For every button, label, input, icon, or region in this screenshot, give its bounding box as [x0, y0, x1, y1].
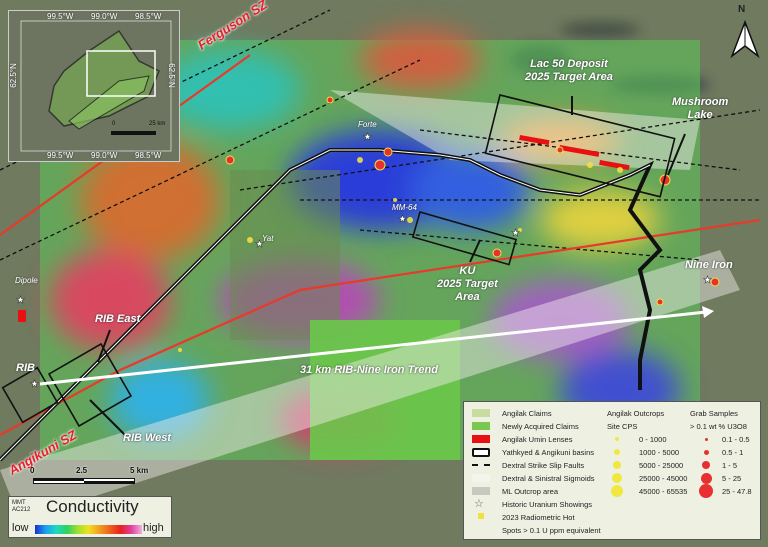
- legend-item-label: Angilak Claims: [502, 409, 552, 418]
- legend-item-label: Dextral Strike Slip Faults: [502, 461, 585, 470]
- location-inset-map: 99.5°W 99.0°W 98.5°W 99.5°W 99.0°W 98.5°…: [8, 10, 180, 162]
- grab-sample-symbol: [702, 461, 710, 469]
- outcrop-cps-range: 5000 - 25000: [639, 461, 684, 470]
- conductivity-legend: MMT AC212 Conductivity low high: [8, 496, 172, 538]
- grab-sample-range: 5 - 25: [722, 474, 742, 483]
- legend-item-label: Spots > 0.1 U ppm equivalent: [502, 526, 601, 535]
- svg-text:★: ★: [511, 228, 520, 239]
- label-rib: RIB: [16, 362, 35, 374]
- grab-sample-symbol: [700, 472, 712, 484]
- legend-item-label: Yathkyed & Angikuni basins: [502, 448, 595, 457]
- svg-text:★: ★: [398, 214, 407, 225]
- sigmoid-zone: [0, 250, 740, 520]
- inset-lat-right: 62.5°N: [166, 63, 176, 88]
- inset-lon-bottom-2: 99.0°W: [91, 151, 118, 160]
- label-lac50: Lac 50 Deposit 2025 Target Area: [525, 58, 613, 83]
- legend-swatch: [472, 487, 490, 495]
- inset-lon-bottom-3: 98.5°W: [135, 151, 162, 160]
- outcrop-cps-symbol: [613, 461, 621, 469]
- conductivity-high: high: [143, 522, 164, 534]
- legend-item-label: Newly Acquired Claims: [502, 422, 579, 431]
- outcrop-cps-symbol: [615, 437, 619, 441]
- grab-sample-symbol: [704, 437, 708, 441]
- grab-sample-symbol: [699, 484, 713, 498]
- label-ku: KU 2025 Target Area: [437, 265, 498, 303]
- inset-lon-top-2: 99.0°W: [91, 12, 118, 21]
- north-arrow-icon: [730, 19, 760, 59]
- conductivity-source: MMT AC212: [12, 500, 31, 513]
- conductivity-color-ramp: [35, 525, 142, 534]
- label-trend: 31 km RIB-Nine Iron Trend: [300, 364, 438, 376]
- inset-lon-bottom-1: 99.5°W: [47, 151, 74, 160]
- outcrop-cps-symbol: [614, 449, 620, 455]
- legend-swatch: [472, 409, 490, 417]
- target-boxes: [1, 94, 676, 428]
- conductivity-grid: [40, 30, 700, 460]
- conductivity-title: Conductivity: [46, 497, 139, 516]
- grab-subtitle: > 0.1 wt % U3O8: [690, 422, 747, 431]
- conductivity-low: low: [12, 522, 29, 534]
- grab-sample-symbol: [703, 449, 709, 455]
- svg-text:★: ★: [16, 295, 25, 306]
- umin-lenses: [18, 135, 630, 322]
- legend-swatch: [472, 474, 490, 482]
- legend-item-label: ML Outcrop area: [502, 487, 558, 496]
- outcrops-subtitle: Site CPS: [607, 422, 638, 431]
- scale-tick-5: 5 km: [130, 466, 149, 475]
- scale-tick-0: 0: [30, 466, 35, 475]
- label-mm64: MM-64: [392, 203, 417, 212]
- radiometric-spots: [178, 157, 623, 352]
- label-rib-east: RIB East: [95, 313, 141, 325]
- outcrop-cps-range: 45000 - 65535: [639, 487, 688, 496]
- grab-title: Grab Samples: [690, 409, 738, 418]
- sigmoid-zone-north: [330, 90, 700, 170]
- star-icon: ☆: [474, 498, 484, 510]
- label-yat: Yat: [262, 234, 274, 243]
- inset-lon-top-3: 98.5°W: [135, 12, 162, 21]
- callout-arrows: [89, 96, 686, 436]
- legend-swatch: [472, 435, 490, 443]
- outcrops-title: Angilak Outcrops: [607, 409, 665, 418]
- inset-scale-25: 25 km: [149, 121, 166, 127]
- outcrop-cps-range: 0 - 1000: [639, 435, 667, 444]
- legend-swatch: [472, 464, 490, 466]
- label-forte: Forte: [358, 120, 377, 129]
- svg-text:★: ★: [255, 239, 264, 250]
- grab-sample-range: 25 - 47.8: [722, 487, 752, 496]
- label-mushroom-lake: Mushroom Lake: [672, 96, 729, 121]
- outcrop-cps-range: 1000 - 5000: [639, 448, 680, 457]
- legend-swatch: [472, 422, 490, 430]
- grab-sample-range: 0.1 - 0.5: [722, 435, 750, 444]
- legend-item-label: 2023 Radiometric Hot: [502, 513, 575, 522]
- outcrop-cps-symbol: [611, 485, 623, 497]
- legend-item-label: Angilak Umin Lenses: [502, 435, 573, 444]
- label-rib-west: RIB West: [123, 432, 172, 444]
- inset-lon-top-1: 99.5°W: [47, 12, 74, 21]
- legend-swatch: [478, 513, 484, 519]
- map-legend: Angilak Claims Newly Acquired Claims Angil…: [463, 401, 761, 540]
- legend-item-label: Historic Uranium Showings: [502, 500, 593, 509]
- trend-arrow: [39, 310, 707, 386]
- legend-swatch: [472, 448, 490, 457]
- grab-sample-range: 1 - 5: [722, 461, 738, 470]
- svg-text:★: ★: [30, 379, 39, 390]
- scale-tick-2-5: 2.5: [76, 466, 88, 475]
- svg-text:★: ★: [703, 275, 712, 286]
- svg-text:★: ★: [363, 132, 372, 143]
- inset-scale-0: 0: [112, 121, 116, 127]
- inset-extent-box: [86, 50, 156, 97]
- grab-sample-range: 0.5 - 1: [722, 448, 744, 457]
- label-nine-iron: Nine Iron: [685, 259, 733, 271]
- outcrop-cps-range: 25000 - 45000: [639, 474, 688, 483]
- legend-item-label: Dextral & Sinistral Sigmoids: [502, 474, 595, 483]
- inset-lat-left: 62.5°N: [8, 63, 18, 88]
- scale-bar: [33, 478, 135, 484]
- label-dipole: Dipole: [15, 276, 38, 285]
- uranium-showing-stars: ★ ★ ★ ★ ★ ★ ★: [16, 132, 713, 391]
- north-label: N: [738, 4, 746, 15]
- outcrop-cps-symbol: [612, 473, 622, 483]
